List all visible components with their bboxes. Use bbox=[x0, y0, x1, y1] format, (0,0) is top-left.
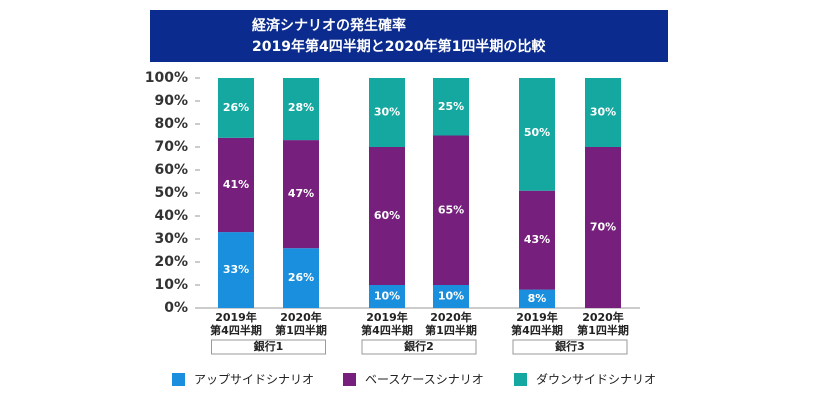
bar-segment bbox=[283, 248, 319, 308]
title-banner bbox=[150, 10, 668, 62]
y-tick-label: 20% bbox=[154, 254, 188, 270]
value-label: 8% bbox=[528, 292, 547, 305]
value-label: 26% bbox=[223, 101, 249, 114]
value-label: 43% bbox=[524, 233, 550, 246]
x-tick-label: 2019年 bbox=[215, 310, 257, 324]
bar-segment bbox=[369, 285, 405, 308]
bar-segment bbox=[585, 147, 621, 308]
y-tick-label: 30% bbox=[154, 231, 188, 247]
value-label: 41% bbox=[223, 178, 249, 191]
value-label: 70% bbox=[590, 221, 616, 234]
value-label: 47% bbox=[288, 187, 314, 200]
y-tick-label: 0% bbox=[164, 300, 188, 316]
bar-segment bbox=[433, 285, 469, 308]
group-box bbox=[512, 339, 628, 355]
value-label: 65% bbox=[438, 203, 464, 216]
x-tick-label: 第1四半期 bbox=[577, 323, 629, 337]
chart-title: 経済シナリオの発生確率 bbox=[252, 17, 406, 34]
y-tick-label: 80% bbox=[154, 116, 188, 132]
x-tick-label: 2019年 bbox=[366, 310, 408, 324]
bar-segment bbox=[519, 78, 555, 191]
x-tick-label: 第1四半期 bbox=[275, 323, 327, 337]
value-label: 25% bbox=[438, 100, 464, 113]
y-tick-label: 10% bbox=[154, 277, 188, 293]
value-label: 10% bbox=[438, 290, 464, 303]
bar-segment bbox=[283, 78, 319, 141]
legend-label: ベースケースシナリオ bbox=[365, 373, 484, 387]
legend-label: ダウンサイドシナリオ bbox=[536, 372, 656, 387]
group-label: 銀行3 bbox=[555, 339, 585, 353]
x-tick-label: 2020年 bbox=[582, 310, 624, 324]
chart-subtitle: 2019年第4四半期と2020年第1四半期の比較 bbox=[252, 38, 546, 55]
value-label: 60% bbox=[374, 209, 400, 222]
value-label: 28% bbox=[288, 101, 314, 114]
group-box bbox=[361, 339, 477, 355]
value-label: 30% bbox=[374, 106, 400, 119]
bar-segment bbox=[433, 78, 469, 136]
bar-segment bbox=[585, 78, 621, 147]
legend-swatch bbox=[172, 373, 185, 386]
group-box bbox=[211, 339, 326, 355]
value-label: 33% bbox=[223, 263, 249, 276]
legend-label: アップサイドシナリオ bbox=[194, 373, 314, 387]
y-tick-label: 70% bbox=[154, 139, 188, 155]
y-tick-label: 90% bbox=[154, 93, 188, 109]
bars bbox=[218, 78, 621, 308]
x-tick-label: 第4四半期 bbox=[361, 323, 413, 337]
x-tick-label: 第4四半期 bbox=[511, 323, 563, 337]
bar-segment bbox=[283, 140, 319, 249]
bar-segment bbox=[218, 137, 254, 233]
legend-swatch bbox=[343, 373, 356, 386]
bar-segment bbox=[218, 78, 254, 138]
bar-segment bbox=[519, 289, 555, 308]
x-tick-label: 第1四半期 bbox=[425, 323, 477, 337]
bar-segment bbox=[369, 147, 405, 285]
x-tick-label: 2020年 bbox=[430, 310, 472, 324]
legend-swatch bbox=[514, 373, 527, 386]
y-tick-label: 100% bbox=[145, 70, 188, 86]
value-label: 50% bbox=[524, 126, 550, 139]
bar-segment bbox=[519, 190, 555, 290]
value-label: 26% bbox=[288, 271, 314, 284]
value-label: 10% bbox=[374, 290, 400, 303]
bar-segment bbox=[369, 78, 405, 147]
y-tick-label: 50% bbox=[154, 185, 188, 201]
y-tick-label: 40% bbox=[154, 208, 188, 224]
y-tick-label: 60% bbox=[154, 162, 188, 178]
bar-segment bbox=[433, 135, 469, 285]
x-tick-label: 2019年 bbox=[516, 310, 558, 324]
group-label: 銀行2 bbox=[404, 339, 434, 353]
x-tick-label: 第4四半期 bbox=[210, 323, 262, 337]
bar-segment bbox=[218, 232, 254, 308]
value-label: 30% bbox=[590, 106, 616, 119]
group-label: 銀行1 bbox=[254, 339, 284, 353]
x-tick-label: 2020年 bbox=[280, 310, 322, 324]
